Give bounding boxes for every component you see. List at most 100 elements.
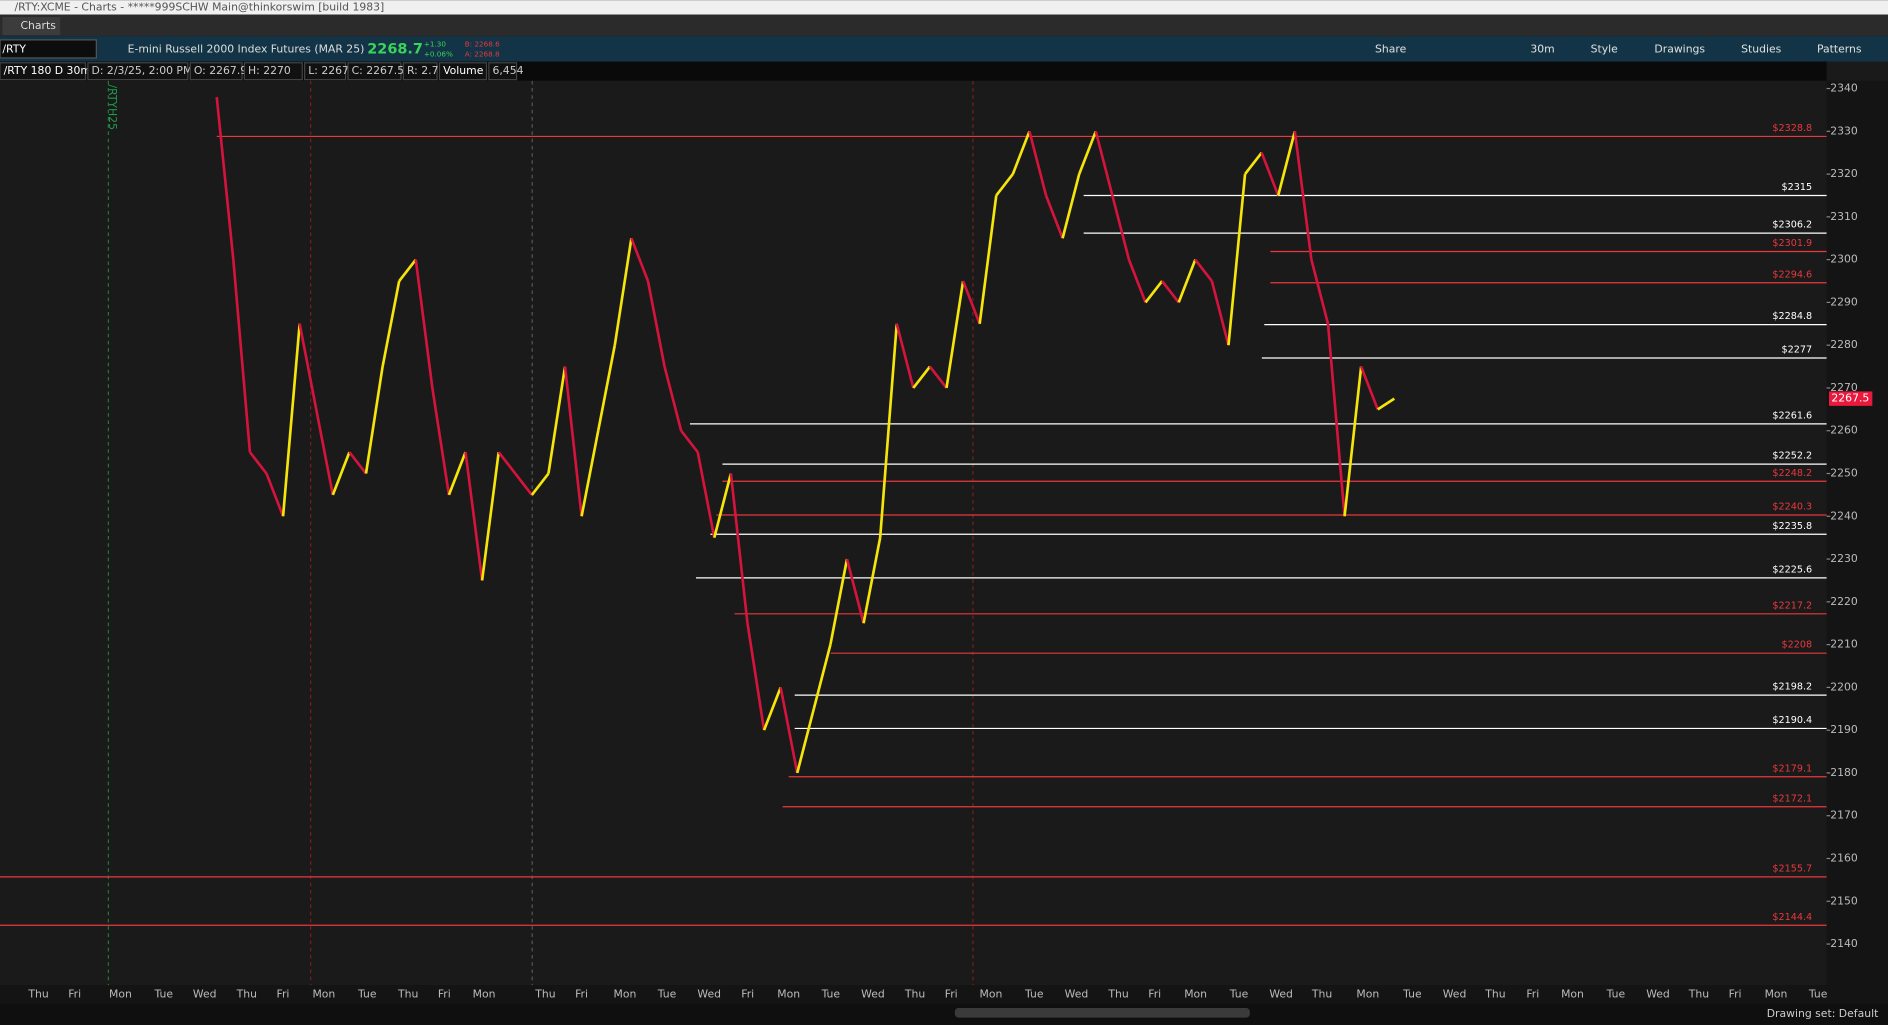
toolbar-button[interactable]: Studies — [1741, 43, 1782, 56]
price-move — [1011, 130, 1031, 175]
price-move — [514, 472, 533, 496]
x-tick-label: Thu — [236, 988, 257, 1001]
x-tick-label: Fri — [741, 988, 754, 1001]
x-tick-label: Thu — [1484, 988, 1505, 1001]
price-level-label: $2172.1 — [1772, 793, 1812, 804]
price-axis — [1826, 80, 1888, 986]
price-move — [1244, 151, 1263, 175]
toolbar-button[interactable]: Patterns — [1817, 43, 1862, 56]
x-tick-label: Mon — [109, 988, 132, 1001]
info-box — [87, 62, 189, 81]
y-tick-label: 2310 — [1830, 210, 1858, 223]
info-item: Volume — [443, 64, 484, 77]
price-move — [1359, 366, 1379, 410]
y-tick-label: 2230 — [1830, 552, 1858, 565]
symbol-box[interactable] — [0, 39, 97, 59]
x-tick-label: Tue — [821, 988, 841, 1001]
price-move — [961, 280, 981, 325]
info-item: /RTY 180 D 30m — [4, 64, 91, 77]
tab[interactable] — [2, 17, 61, 36]
price-move — [845, 558, 865, 624]
price-move — [248, 451, 268, 475]
price-move — [646, 280, 666, 367]
price-move — [912, 365, 931, 389]
price-move — [530, 472, 550, 496]
price-move — [1260, 152, 1280, 196]
price-move — [1343, 366, 1363, 517]
price-move — [298, 323, 318, 410]
tab-label[interactable]: Charts — [20, 19, 56, 32]
price-move — [547, 366, 567, 474]
status-bar — [0, 1004, 1888, 1025]
x-tick-label: Thu — [534, 988, 555, 1001]
x-tick-label: Tue — [1808, 988, 1828, 1001]
price-move — [995, 173, 1014, 197]
x-tick-label: Tue — [1229, 988, 1249, 1001]
y-tick-label: 2300 — [1830, 253, 1858, 266]
price-level-label: $2306.2 — [1772, 220, 1812, 231]
price-move — [398, 258, 417, 282]
toolbar-button[interactable]: Drawings — [1654, 43, 1705, 56]
x-tick-label: Mon — [473, 988, 496, 1001]
price-move — [414, 259, 434, 389]
price-level-label: $2155.7 — [1772, 863, 1812, 874]
price-move — [779, 687, 799, 774]
price-level-label: $2190.4 — [1772, 715, 1812, 726]
price-move — [447, 451, 467, 496]
x-tick-label: Fri — [1526, 988, 1539, 1001]
price-level-label: $2235.8 — [1772, 521, 1812, 532]
last-price-box — [1829, 391, 1873, 406]
toolbar-button[interactable]: Share — [1375, 43, 1407, 56]
price-move — [812, 644, 832, 710]
price-move — [580, 430, 600, 517]
info-box — [0, 62, 87, 81]
scrollbar[interactable] — [954, 1007, 1250, 1018]
price-move — [1177, 259, 1197, 303]
price-move — [746, 623, 766, 731]
price-level-label: $2284.8 — [1772, 311, 1812, 322]
bid: B: 2268.6 — [465, 40, 500, 49]
x-tick-label: Wed — [697, 988, 721, 1001]
last-price: 2268.7 — [367, 42, 423, 58]
x-tick-label: Fri — [945, 988, 958, 1001]
price-move — [596, 344, 617, 431]
info-box — [402, 62, 438, 81]
info-box — [304, 62, 347, 81]
y-tick-label: 2220 — [1830, 595, 1858, 608]
price-move — [713, 473, 733, 539]
x-tick-label: Mon — [980, 988, 1003, 1001]
x-tick-label: Fri — [1148, 988, 1161, 1001]
symbol[interactable]: /RTY — [2, 43, 26, 56]
price-move — [1111, 195, 1131, 260]
y-tick-label: 2290 — [1830, 295, 1858, 308]
x-tick-label: Tue — [1606, 988, 1626, 1001]
x-tick-label: Thu — [1311, 988, 1332, 1001]
drawing-set: Drawing set: Default — [1767, 1007, 1879, 1020]
y-tick-label: 2270 — [1830, 381, 1858, 394]
info-item: C: 2267.5 — [352, 64, 405, 77]
x-tick-label: Thu — [1107, 988, 1128, 1001]
y-tick-label: 2180 — [1830, 766, 1858, 779]
info-box — [189, 62, 243, 81]
price-level-label: $2261.6 — [1772, 410, 1812, 421]
x-tick-label: Tue — [1024, 988, 1044, 1001]
price-level-label: $2252.2 — [1772, 451, 1812, 462]
price-move — [1194, 258, 1213, 282]
y-tick-label: 2330 — [1830, 124, 1858, 137]
price-move — [381, 280, 401, 367]
price-move — [1028, 130, 1048, 196]
study-label: /RTYH25 — [106, 84, 119, 130]
toolbar-button[interactable]: Style — [1591, 43, 1619, 56]
toolbar-button[interactable]: 30m — [1530, 43, 1554, 56]
price-move — [928, 365, 948, 389]
price-move — [1326, 323, 1346, 517]
price-level-label: $2144.4 — [1772, 912, 1812, 923]
x-tick-label: Wed — [1646, 988, 1670, 1001]
info-item: L: 2267.3 — [308, 64, 359, 77]
price-move — [613, 238, 633, 346]
info-item: R: 2.7 — [407, 64, 439, 77]
price-move — [265, 473, 285, 517]
price-level-label: $2240.3 — [1772, 502, 1812, 513]
x-tick-label: Fri — [438, 988, 451, 1001]
